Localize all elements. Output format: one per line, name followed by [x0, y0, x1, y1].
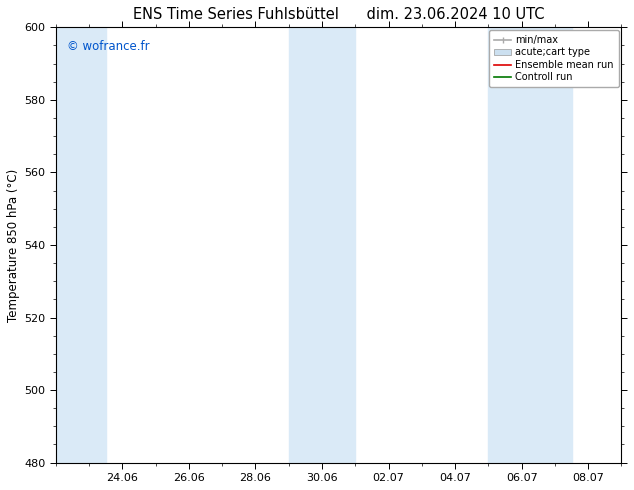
Text: © wofrance.fr: © wofrance.fr — [67, 40, 150, 53]
Bar — [488, 27, 572, 463]
Y-axis label: Temperature 850 hPa (°C): Temperature 850 hPa (°C) — [7, 169, 20, 321]
Bar — [288, 27, 355, 463]
Title: ENS Time Series Fuhlsbüttel      dim. 23.06.2024 10 UTC: ENS Time Series Fuhlsbüttel dim. 23.06.2… — [133, 7, 545, 22]
Legend: min/max, acute;cart type, Ensemble mean run, Controll run: min/max, acute;cart type, Ensemble mean … — [489, 30, 619, 87]
Bar — [56, 27, 106, 463]
